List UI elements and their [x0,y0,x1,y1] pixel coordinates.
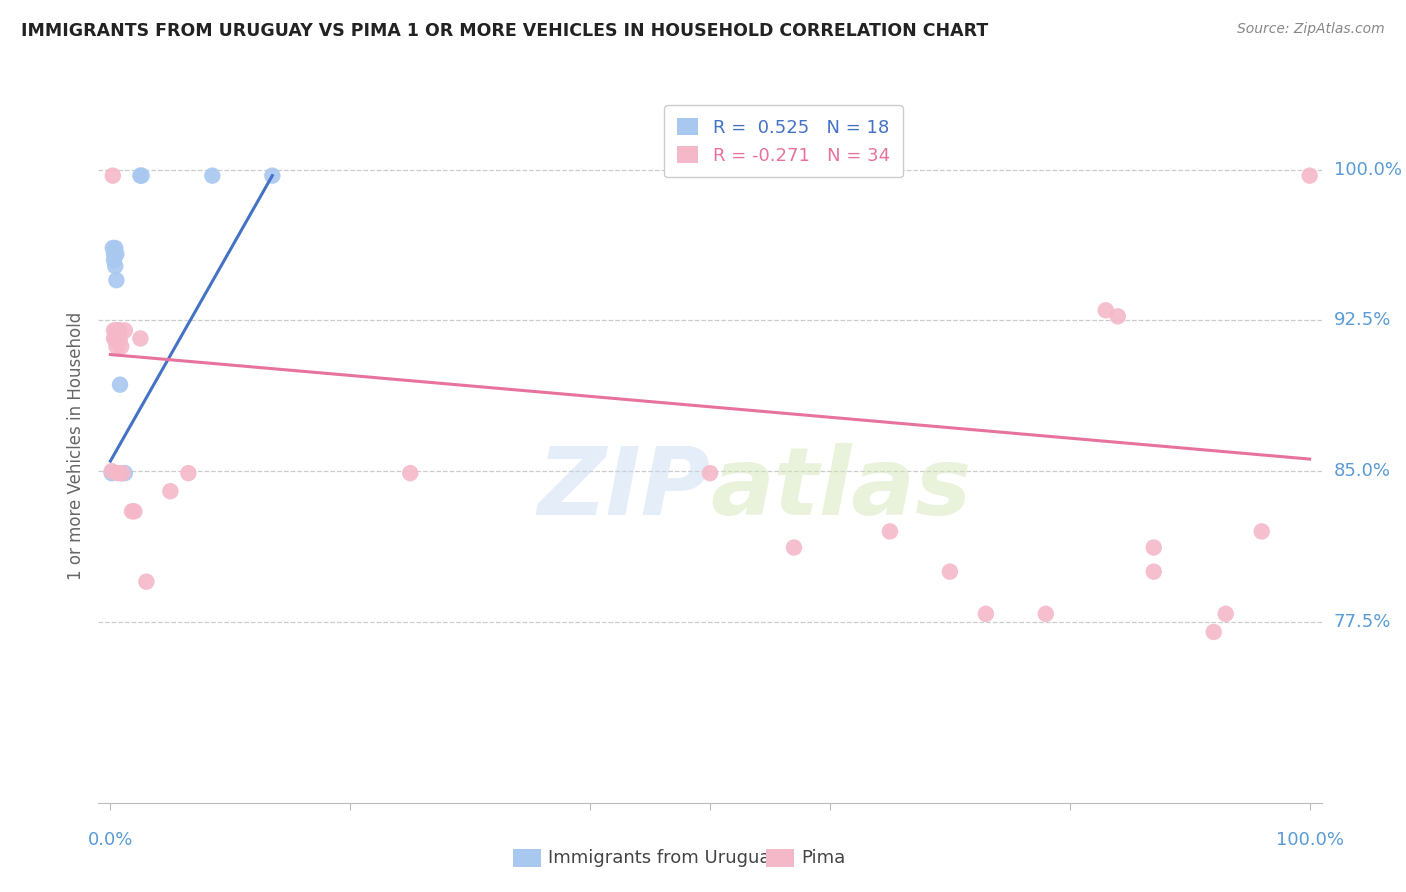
Point [100,466,122,480]
Point [131,169,153,183]
Point [103,323,125,337]
Point [974,607,997,621]
Point [114,323,136,337]
Text: 0.0%: 0.0% [87,831,134,849]
Point [103,253,125,268]
Point [107,466,129,480]
Point [110,339,132,353]
Point [177,466,200,480]
Point [114,466,136,480]
Point [879,524,901,539]
Point [1094,303,1116,318]
Text: 77.5%: 77.5% [1334,613,1392,631]
Point [939,565,962,579]
Point [105,323,128,337]
Text: atlas: atlas [710,442,972,535]
Point [110,466,132,480]
Point [1035,607,1057,621]
Point [124,504,146,518]
Text: 100.0%: 100.0% [1275,831,1344,849]
Point [783,541,806,555]
Point [135,574,157,589]
Point [1143,565,1166,579]
Point [104,331,127,345]
Legend: R =  0.525   N = 18, R = -0.271   N = 34: R = 0.525 N = 18, R = -0.271 N = 34 [664,105,903,178]
Point [103,331,125,345]
Text: 85.0%: 85.0% [1334,462,1391,480]
Point [104,259,127,273]
Text: Source: ZipAtlas.com: Source: ZipAtlas.com [1237,22,1385,37]
Point [121,504,143,518]
Point [111,466,134,480]
Point [1202,624,1225,639]
Point [108,331,131,345]
Text: ZIP: ZIP [537,442,710,535]
Point [699,466,721,480]
Text: IMMIGRANTS FROM URUGUAY VS PIMA 1 OR MORE VEHICLES IN HOUSEHOLD CORRELATION CHAR: IMMIGRANTS FROM URUGUAY VS PIMA 1 OR MOR… [21,22,988,40]
Point [129,331,152,345]
Point [101,241,124,255]
Point [201,169,224,183]
Point [108,377,131,392]
Point [107,323,129,337]
Point [108,327,129,342]
Point [1215,607,1237,621]
Text: Immigrants from Uruguay: Immigrants from Uruguay [548,849,782,867]
Point [105,339,128,353]
Point [101,169,124,183]
Point [105,273,128,287]
Point [1298,169,1320,183]
Point [399,466,422,480]
Point [108,323,129,337]
Y-axis label: 1 or more Vehicles in Household: 1 or more Vehicles in Household [67,312,86,580]
Text: 100.0%: 100.0% [1334,161,1402,178]
Point [159,484,181,499]
Text: Pima: Pima [801,849,845,867]
Point [129,169,152,183]
Point [103,247,125,261]
Point [1250,524,1272,539]
Point [1143,541,1166,555]
Text: 92.5%: 92.5% [1334,311,1392,329]
Point [262,169,284,183]
Point [105,247,128,261]
Point [108,323,129,337]
Point [1107,310,1129,324]
Point [100,464,122,478]
Point [104,241,127,255]
